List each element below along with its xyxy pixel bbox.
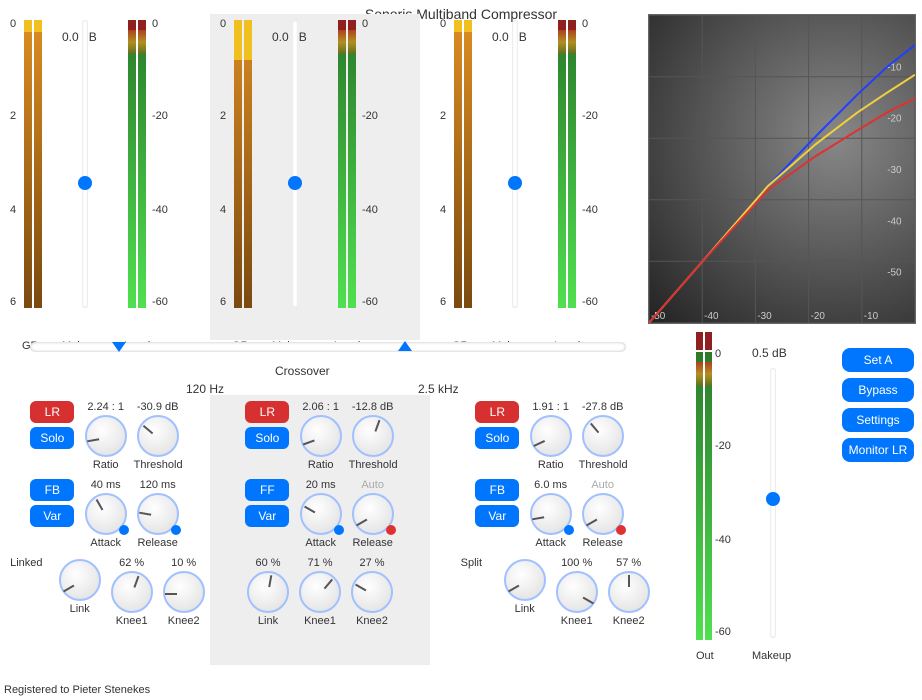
link-knob[interactable]: Link (56, 557, 104, 615)
gr-meter-l (454, 20, 462, 308)
lr-button[interactable]: LR (245, 401, 289, 423)
gr-meter-r (464, 20, 472, 308)
svg-text:-40: -40 (887, 216, 902, 227)
crossover-high-handle[interactable] (398, 341, 412, 351)
svg-text:-20: -20 (887, 114, 902, 125)
crossover-label: Crossover (275, 364, 330, 378)
makeup-value: 0.0 dB (272, 30, 307, 44)
output-makeup-label: Makeup (752, 650, 791, 662)
release-knob[interactable]: Auto Release (349, 479, 397, 549)
knee2-knob[interactable]: 10 % Knee2 (160, 557, 208, 627)
crossover-low-value: 120 Hz (186, 382, 224, 396)
makeup-slider[interactable] (82, 20, 88, 308)
fb-ff-button[interactable]: FB (30, 479, 74, 501)
svg-text:-30: -30 (887, 165, 902, 176)
band-3-controls: LR Solo 1.91 : 1 Ratio -27.8 dB Threshol… (445, 395, 655, 665)
link-knob[interactable]: 60 % Link (244, 557, 292, 627)
svg-text:-40: -40 (704, 311, 719, 322)
band-1-controls: LR Solo 2.24 : 1 Ratio -30.9 dB Threshol… (0, 395, 210, 665)
link-mode-label: Linked (4, 557, 48, 569)
ratio-knob[interactable]: 2.06 : 1 Ratio (297, 401, 345, 471)
var-button[interactable]: Var (30, 505, 74, 527)
attack-knob[interactable]: 20 ms Attack (297, 479, 345, 549)
fb-ff-button[interactable]: FB (475, 479, 519, 501)
link-knob[interactable]: Link (501, 557, 549, 615)
var-button[interactable]: Var (245, 505, 289, 527)
fb-ff-button[interactable]: FF (245, 479, 289, 501)
svg-text:-10: -10 (864, 311, 879, 322)
output-makeup-value: 0.5 dB (752, 346, 787, 360)
band-1-meters: 0 2 4 6 0.0 dB 0 -20 -4 (0, 14, 210, 340)
band-3-meters: 0 2 4 6 0.0 dB 0 -20 -4 (430, 14, 640, 340)
attack-knob[interactable]: 40 ms Attack (82, 479, 130, 549)
right-button-column: Set A Bypass Settings Monitor LR (842, 348, 914, 468)
level-meter-r (348, 20, 356, 308)
crossover-high-value: 2.5 kHz (418, 382, 459, 396)
makeup-slider[interactable] (292, 20, 298, 308)
link-mode-label: Split (449, 557, 493, 569)
gr-meter-r (244, 20, 252, 308)
release-knob[interactable]: 120 ms Release (134, 479, 182, 549)
output-meter-l (696, 352, 703, 640)
threshold-knob[interactable]: -30.9 dB Threshold (134, 401, 182, 471)
knee1-knob[interactable]: 100 % Knee1 (553, 557, 601, 627)
lr-button[interactable]: LR (30, 401, 74, 423)
var-button[interactable]: Var (475, 505, 519, 527)
crossover-slider-track[interactable] (30, 342, 626, 352)
svg-text:-30: -30 (757, 311, 772, 322)
gr-meter-l (24, 20, 32, 308)
band-2-controls: LR Solo 2.06 : 1 Ratio -12.8 dB Threshol… (210, 395, 430, 665)
monitor-lr-button[interactable]: Monitor LR (842, 438, 914, 462)
knee1-knob[interactable]: 62 % Knee1 (108, 557, 156, 627)
band-2-meters: 0 2 4 6 0.0 dB 0 -20 -4 (210, 14, 420, 340)
level-meter-l (558, 20, 566, 308)
transfer-curve-graph: -50-40-30-20-100-10-20-30-40-50 (648, 14, 916, 324)
registration-text: Registered to Pieter Stenekes (4, 684, 150, 696)
solo-button[interactable]: Solo (245, 427, 289, 449)
solo-button[interactable]: Solo (30, 427, 74, 449)
knee2-knob[interactable]: 57 % Knee2 (605, 557, 653, 627)
knee1-knob[interactable]: 71 % Knee1 (296, 557, 344, 627)
level-meter-l (338, 20, 346, 308)
output-makeup-slider[interactable] (770, 368, 776, 638)
level-meter-r (138, 20, 146, 308)
makeup-slider[interactable] (512, 20, 518, 308)
level-meter-r (568, 20, 576, 308)
threshold-knob[interactable]: -12.8 dB Threshold (349, 401, 397, 471)
crossover-low-handle[interactable] (112, 342, 126, 352)
svg-text:-50: -50 (887, 268, 902, 279)
svg-text:-20: -20 (811, 311, 826, 322)
output-meter-r (705, 352, 712, 640)
lr-button[interactable]: LR (475, 401, 519, 423)
gr-meter-r (34, 20, 42, 308)
ratio-knob[interactable]: 2.24 : 1 Ratio (82, 401, 130, 471)
level-meter-l (128, 20, 136, 308)
settings-button[interactable]: Settings (842, 408, 914, 432)
release-knob[interactable]: Auto Release (579, 479, 627, 549)
solo-button[interactable]: Solo (475, 427, 519, 449)
bypass-button[interactable]: Bypass (842, 378, 914, 402)
output-section: 0.5 dB 0 -20 -40 -60 Out Makeup (690, 344, 830, 664)
makeup-value: 0.0 dB (492, 30, 527, 44)
ratio-knob[interactable]: 1.91 : 1 Ratio (527, 401, 575, 471)
threshold-knob[interactable]: -27.8 dB Threshold (579, 401, 627, 471)
makeup-value: 0.0 dB (62, 30, 97, 44)
output-meter-label: Out (696, 650, 714, 662)
knee2-knob[interactable]: 27 % Knee2 (348, 557, 396, 627)
gr-meter-l (234, 20, 242, 308)
set-a-button[interactable]: Set A (842, 348, 914, 372)
attack-knob[interactable]: 6.0 ms Attack (527, 479, 575, 549)
